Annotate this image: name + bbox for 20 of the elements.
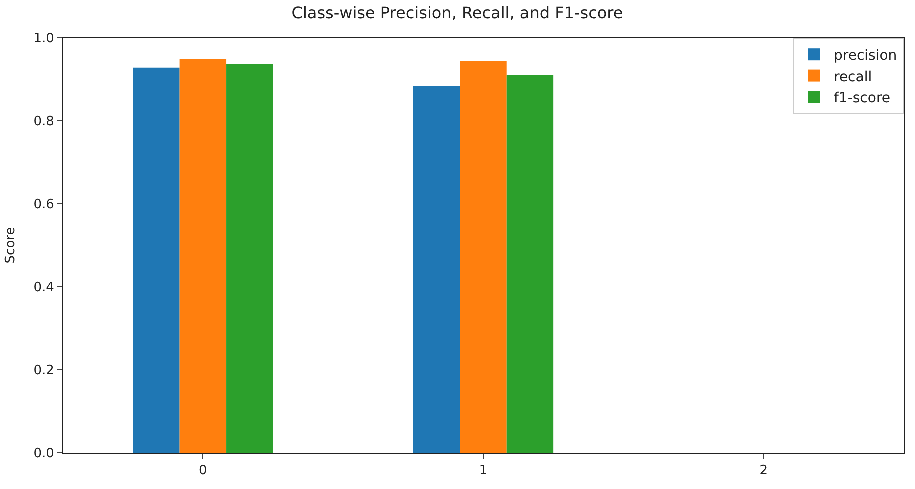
y-axis-title: Score [4, 227, 19, 264]
bar [180, 59, 227, 453]
bar [226, 64, 274, 453]
chart-title: Class-wise Precision, Recall, and F1-score [292, 4, 624, 23]
legend-label: recall [834, 69, 872, 86]
legend-label: precision [834, 48, 898, 64]
x-tick-label: 0 [199, 464, 208, 479]
legend-label: f1-score [834, 90, 891, 106]
y-tick-label: 0.8 [34, 114, 54, 130]
y-tick-label: 0.4 [34, 280, 54, 296]
bar [506, 74, 554, 453]
x-tick-label: 2 [760, 464, 768, 479]
y-tick-label: 1.0 [34, 32, 54, 47]
bar [460, 61, 507, 453]
y-tick-label: 0.2 [34, 364, 54, 379]
y-tick-label: 0.0 [34, 446, 54, 462]
bar [133, 68, 180, 453]
x-tick-label: 1 [479, 464, 488, 479]
bar [413, 86, 460, 453]
y-tick-label: 0.6 [34, 198, 54, 213]
